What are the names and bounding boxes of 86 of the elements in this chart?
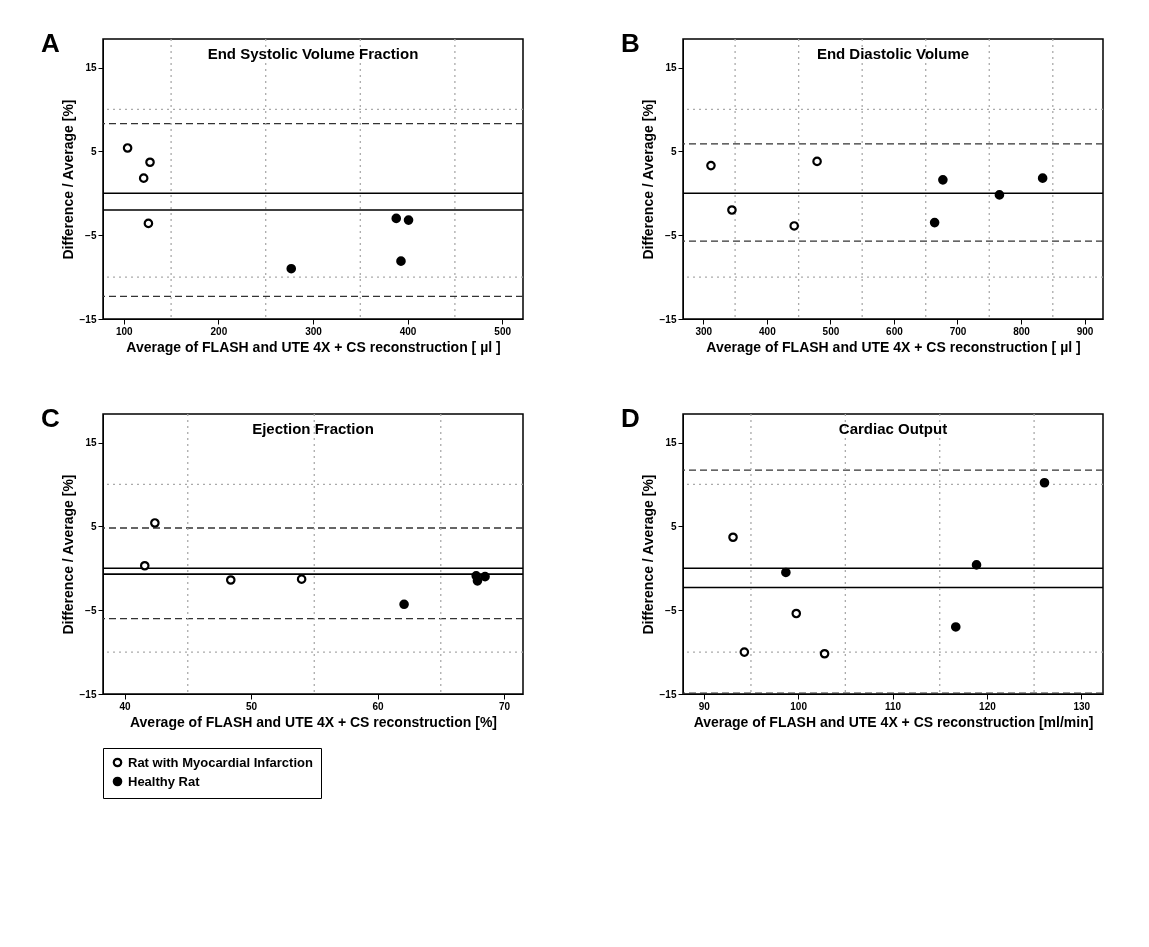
x-tick-label: 100 — [790, 700, 808, 712]
x-tick-label: 300 — [305, 325, 323, 337]
text: D — [621, 403, 640, 433]
x-tick-label: 60 — [372, 700, 385, 712]
point — [727, 205, 737, 215]
x-tick-label: 120 — [979, 700, 997, 712]
chart-title: End Diastolic Volume — [816, 45, 970, 62]
y-tick-label: 5 — [670, 145, 677, 157]
x-axis-title: Average of FLASH and UTE 4X + CS reconstruction [ µl ] — [706, 338, 1081, 355]
legend-label: Rat with Myocardial Infarction — [128, 754, 313, 770]
x-tick-label: 100 — [115, 325, 134, 337]
y-tick-label: −5 — [85, 604, 97, 616]
y-tick-label: −5 — [665, 604, 677, 616]
point — [706, 160, 716, 171]
x-tick-label: 90 — [698, 700, 711, 712]
x-tick-label: 50 — [245, 700, 258, 712]
x-tick-label: 600 — [886, 325, 904, 337]
point — [399, 599, 409, 610]
x-tick-label: 400 — [759, 325, 777, 337]
point — [971, 560, 982, 570]
chart-title: Ejection Fraction — [252, 420, 374, 437]
y-axis-title: Difference / Average [%] — [59, 474, 76, 635]
point — [396, 256, 406, 266]
text: C — [41, 403, 60, 433]
y-tick-label: −15 — [659, 313, 677, 325]
point — [728, 532, 738, 543]
point — [819, 648, 830, 659]
chart-title: End Systolic Volume Fraction — [207, 45, 419, 62]
point — [145, 157, 155, 168]
point — [391, 213, 402, 224]
point — [143, 218, 154, 229]
x-axis-title: Average of FLASH and UTE 4X + CS reconstruction [%] — [129, 713, 498, 730]
text: A — [41, 28, 60, 58]
y-tick-label: 15 — [85, 62, 97, 73]
y-tick-label: 15 — [665, 437, 677, 448]
point — [139, 560, 150, 571]
point — [789, 221, 799, 231]
point — [938, 175, 948, 185]
x-tick-label: 70 — [498, 700, 511, 712]
x-tick-label: 130 — [1073, 700, 1091, 712]
y-tick-label: −15 — [79, 688, 97, 700]
point — [1037, 173, 1048, 183]
point — [781, 567, 791, 578]
y-tick-label: 5 — [90, 145, 97, 157]
y-axis-title: Difference / Average [%] — [639, 99, 656, 260]
y-tick-label: 15 — [665, 62, 677, 73]
point — [122, 143, 133, 153]
point — [150, 518, 160, 528]
point — [950, 622, 961, 632]
legend-label: Healthy Rat — [128, 773, 201, 789]
y-tick-label: 15 — [85, 437, 97, 448]
point — [472, 576, 483, 586]
y-axis-title: Difference / Average [%] — [639, 474, 656, 635]
x-tick-label: 700 — [949, 325, 967, 337]
x-tick-label: 40 — [119, 700, 132, 712]
chart-title: Cardiac Output — [838, 420, 948, 437]
x-tick-label: 110 — [884, 700, 902, 712]
point — [480, 571, 490, 582]
x-tick-label: 800 — [1013, 325, 1031, 337]
x-axis-title: Average of FLASH and UTE 4X + CS reconstruction [ µl ] — [126, 338, 501, 355]
point — [791, 608, 802, 619]
y-axis-title: Difference / Average [%] — [59, 99, 76, 260]
point — [812, 156, 822, 167]
point — [994, 190, 1005, 200]
x-tick-label: 500 — [822, 325, 840, 337]
x-tick-label: 900 — [1076, 325, 1094, 337]
y-tick-label: 5 — [670, 520, 677, 532]
point — [286, 263, 297, 274]
y-tick-label: −15 — [79, 313, 97, 325]
point — [138, 173, 149, 183]
y-tick-label: −15 — [659, 688, 677, 700]
x-tick-label: 300 — [695, 325, 713, 337]
y-tick-label: −5 — [85, 229, 97, 241]
y-tick-label: −5 — [665, 229, 677, 241]
point — [403, 215, 414, 225]
point — [225, 575, 236, 585]
x-tick-label: 200 — [210, 325, 228, 337]
x-tick-label: 500 — [494, 325, 512, 337]
point — [739, 647, 750, 657]
x-tick-label: 400 — [399, 325, 417, 337]
point — [296, 574, 307, 584]
x-axis-title: Average of FLASH and UTE 4X + CS reconstruction [ml/min] — [693, 713, 1094, 730]
text: B — [621, 28, 640, 58]
point — [1039, 477, 1050, 488]
point — [929, 217, 940, 228]
y-tick-label: 5 — [90, 520, 97, 532]
